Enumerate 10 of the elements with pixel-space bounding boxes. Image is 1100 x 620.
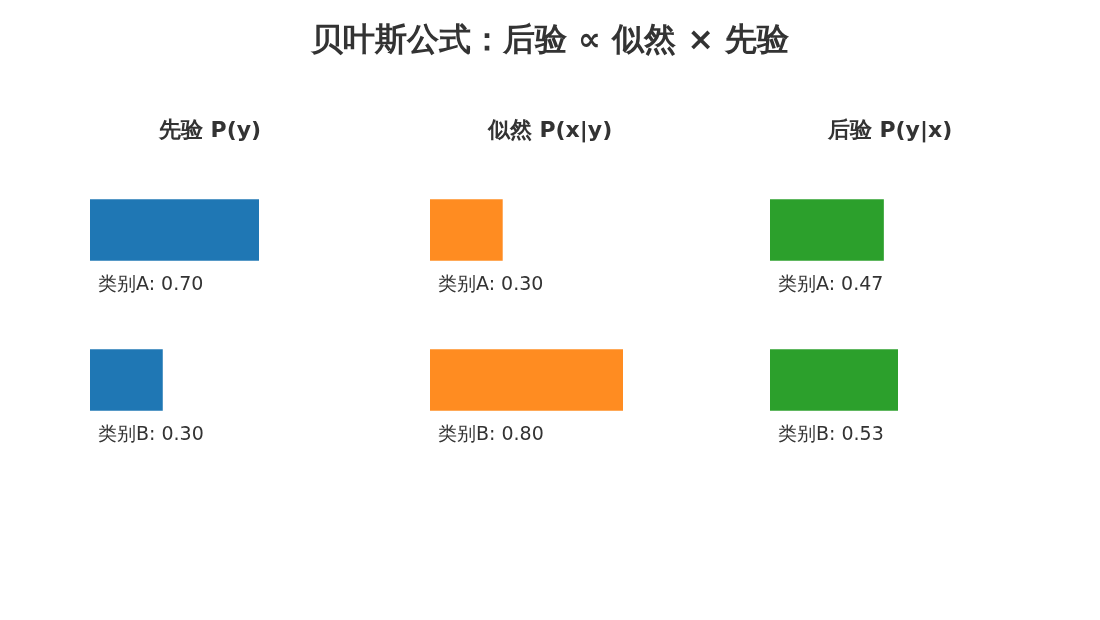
data-label: 类别B: 0.30 bbox=[98, 422, 204, 445]
data-label: 类别A: 0.30 bbox=[438, 272, 544, 295]
data-label: 类别A: 0.47 bbox=[778, 272, 884, 295]
text: 贝叶斯公式：后验 ∝ 似然 × 先验 bbox=[309, 19, 791, 60]
chart-title: 后验 P(y|x) bbox=[826, 116, 954, 145]
chart-title: 似然 P(x|y) bbox=[486, 116, 614, 145]
data-label: 类别B: 0.80 bbox=[438, 422, 544, 445]
data-label: 类别B: 0.53 bbox=[778, 422, 884, 445]
data-label: 类别A: 0.70 bbox=[98, 272, 204, 295]
chart-title: 先验 P(y) bbox=[157, 116, 263, 144]
